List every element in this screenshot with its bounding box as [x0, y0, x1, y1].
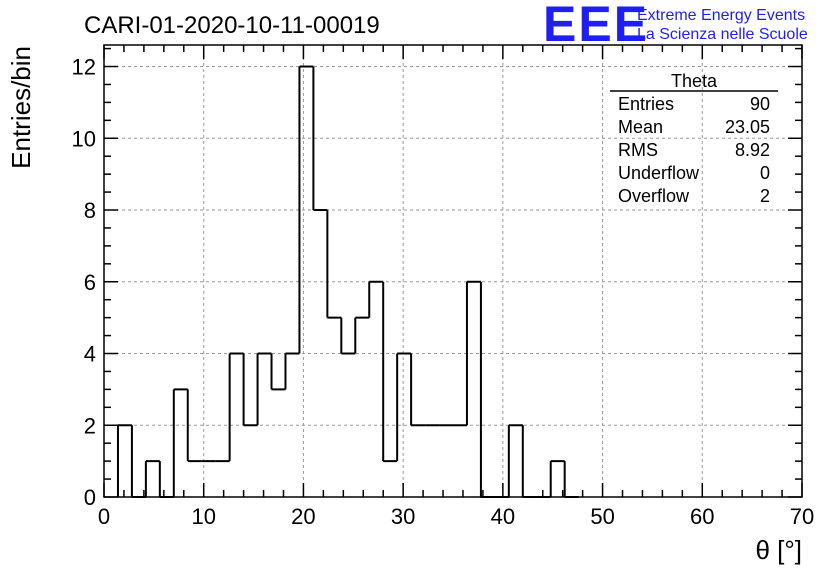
- stats-label-mean: Mean: [618, 117, 663, 137]
- stats-value-rms: 8.92: [735, 140, 770, 160]
- histogram-bin: [465, 280, 481, 426]
- histogram-bin: [158, 461, 174, 498]
- x-tick-label: 30: [391, 504, 415, 529]
- stats-label-entries: Entries: [618, 94, 674, 114]
- histogram-bin: [270, 353, 286, 391]
- statistics-box: Theta Entries 90 Mean 23.05 RMS 8.92 Und…: [610, 71, 778, 206]
- histogram-bin: [340, 317, 356, 355]
- histogram-bin: [228, 352, 244, 462]
- histogram-bin: [396, 352, 412, 462]
- histogram-bin: [186, 389, 202, 463]
- histogram-bin: [242, 353, 258, 427]
- y-tick-label: 12: [72, 55, 96, 80]
- histogram-bin: [312, 66, 328, 212]
- histogram-bin: [354, 316, 370, 354]
- histogram-bin: [130, 425, 146, 498]
- y-tick-label: 6: [84, 270, 96, 295]
- histogram-bin: [326, 210, 342, 319]
- histogram-bin: [172, 388, 188, 497]
- stats-label-rms: RMS: [618, 140, 658, 160]
- plot-border: [103, 44, 803, 498]
- y-tick-label: 4: [84, 342, 96, 367]
- y-axis-title: Entries/bin: [6, 46, 36, 169]
- x-tick-label: 40: [491, 504, 515, 529]
- stats-label-overflow: Overflow: [618, 186, 690, 206]
- stats-value-overflow: 2: [760, 186, 770, 206]
- histogram-bin: [116, 424, 132, 497]
- histogram-bin: [521, 425, 537, 498]
- histogram-bin: [507, 424, 523, 497]
- y-tick-label: 8: [84, 198, 96, 223]
- stats-value-underflow: 0: [760, 163, 770, 183]
- eee-logo: EEE: [543, 0, 649, 52]
- histogram-bin: [549, 460, 565, 497]
- x-tick-label: 10: [191, 504, 215, 529]
- stats-value-mean: 23.05: [725, 117, 770, 137]
- x-axis-title: θ [°]: [755, 535, 802, 565]
- stats-label-underflow: Underflow: [618, 163, 700, 183]
- project-tagline: La Scienza nelle Scuole: [637, 26, 808, 43]
- histogram-series: [116, 65, 579, 498]
- histogram-bin: [382, 281, 398, 463]
- stats-title: Theta: [671, 71, 718, 91]
- run-title: CARI-01-2020-10-11-00019: [84, 12, 380, 39]
- histogram-bin: [368, 280, 384, 318]
- histogram-bin: [256, 352, 272, 426]
- grid-lines: [104, 45, 802, 497]
- histogram-bin: [298, 65, 314, 354]
- histogram-bin: [284, 352, 300, 390]
- y-tick-label: 2: [84, 413, 96, 438]
- axis-ticks: [103, 45, 803, 498]
- plot-frame: [103, 44, 803, 498]
- x-tick-label: 50: [590, 504, 614, 529]
- histogram-bin: [144, 460, 160, 497]
- x-tick-label: 20: [291, 504, 315, 529]
- histogram-bin: [479, 281, 495, 498]
- histogram-bin: [410, 353, 426, 427]
- x-tick-label: 0: [98, 504, 110, 529]
- histogram-bin: [563, 461, 579, 498]
- y-tick-label: 10: [72, 126, 96, 151]
- y-tick-label: 0: [84, 485, 96, 510]
- x-tick-label: 60: [690, 504, 714, 529]
- stats-value-entries: 90: [750, 94, 770, 114]
- project-name: Extreme Energy Events: [637, 7, 805, 24]
- x-tick-label: 70: [790, 504, 814, 529]
